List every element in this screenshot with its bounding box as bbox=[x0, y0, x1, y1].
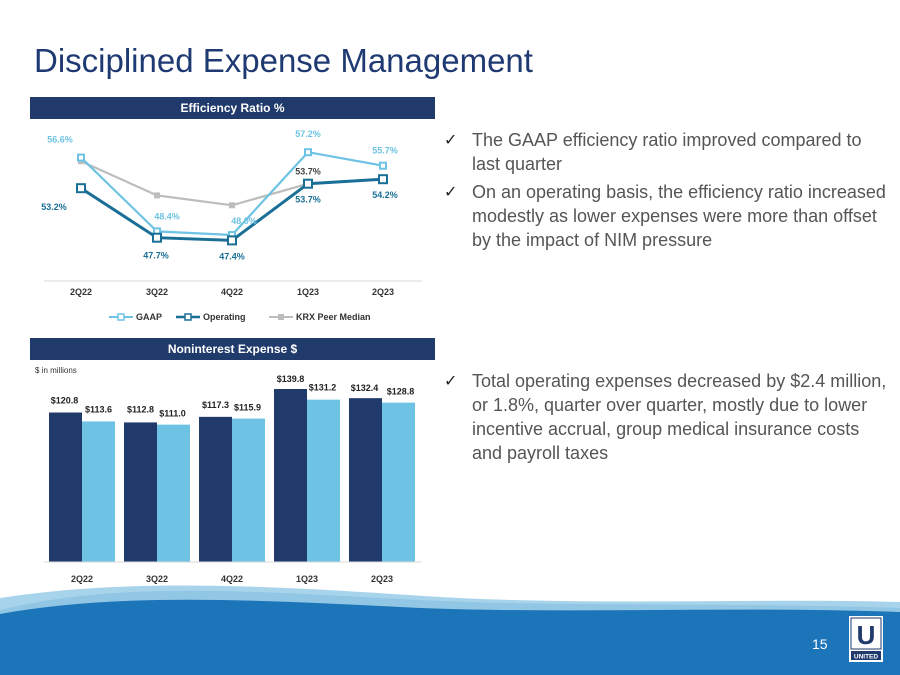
operating-bar bbox=[382, 402, 415, 562]
operating-point bbox=[227, 235, 237, 246]
x-tick-label: 3Q22 bbox=[146, 574, 168, 584]
gaap-bar bbox=[274, 389, 307, 562]
x-tick-label: 4Q22 bbox=[221, 287, 243, 297]
gaap-point bbox=[77, 153, 85, 162]
peer-median-point bbox=[229, 202, 235, 209]
x-tick-label: 1Q23 bbox=[296, 574, 318, 584]
united-logo: U UNITED bbox=[849, 616, 883, 662]
efficiency-ratio-chart: 56.6% 48.4% 48.0% 57.2% 55.7% 53.2% 47.7% 47.4%… bbox=[41, 129, 422, 322]
x-tick-label: 2Q22 bbox=[71, 574, 93, 584]
bullet-item: ✓ On an operating basis, the efficiency r… bbox=[444, 180, 894, 252]
operating-point bbox=[76, 183, 86, 194]
bullet-item: ✓ Total operating expenses decreased by $… bbox=[444, 369, 894, 465]
expense-chart-title: Noninterest Expense $ bbox=[30, 338, 435, 360]
gaap-point bbox=[379, 161, 387, 170]
operating-bar bbox=[157, 424, 190, 562]
gaap-data-label: $120.8 bbox=[51, 396, 79, 406]
slide-title: Disciplined Expense Management bbox=[34, 42, 533, 79]
peer-median-point bbox=[154, 192, 160, 199]
operating-data-label: $131.2 bbox=[309, 383, 337, 393]
gaap-data-label: 55.7% bbox=[372, 146, 398, 156]
operating-legend-label: Operating bbox=[203, 312, 246, 322]
gaap-data-label: $132.4 bbox=[351, 383, 379, 393]
noninterest-expense-chart: $ in millions $120.8 $112.8 $117.3 $139.8 $13… bbox=[35, 366, 422, 603]
gaap-bar bbox=[124, 422, 157, 562]
gaap-data-label: 48.4% bbox=[154, 211, 180, 221]
operating-data-label: 47.7% bbox=[143, 251, 169, 261]
logo-letter: U bbox=[857, 620, 876, 650]
x-tick-label: 2Q22 bbox=[70, 287, 92, 297]
footer-wave bbox=[0, 585, 900, 675]
peer-median-line bbox=[80, 160, 309, 207]
units-note: $ in millions bbox=[35, 366, 77, 375]
x-tick-label: 3Q22 bbox=[146, 287, 168, 297]
operating-data-label: $111.0 bbox=[159, 409, 186, 419]
gaap-bar bbox=[199, 416, 232, 562]
operating-point bbox=[378, 174, 388, 185]
operating-legend-marker bbox=[184, 313, 192, 321]
operating-data-label: 47.4% bbox=[219, 251, 245, 261]
x-tick-label: 4Q22 bbox=[221, 574, 243, 584]
operating-bar bbox=[232, 418, 265, 562]
bullet-text: Total operating expenses decreased by $2… bbox=[472, 371, 887, 463]
operating-data-label: $128.8 bbox=[387, 387, 415, 397]
bullets-top: ✓ The GAAP efficiency ratio improved comp… bbox=[444, 128, 894, 256]
operating-point bbox=[303, 178, 313, 189]
x-tick-label: 2Q23 bbox=[372, 287, 394, 297]
gaap-data-label: 57.2% bbox=[295, 129, 321, 139]
operating-data-label: 53.7% bbox=[295, 195, 321, 205]
efficiency-chart-title: Efficiency Ratio % bbox=[30, 97, 435, 119]
operating-bar bbox=[307, 399, 340, 562]
gaap-legend-marker bbox=[117, 313, 125, 321]
peer-median-legend-marker bbox=[278, 314, 284, 320]
logo-text: UNITED bbox=[854, 654, 879, 661]
operating-data-label: 53.2% bbox=[41, 202, 67, 212]
bullet-item: ✓ The GAAP efficiency ratio improved comp… bbox=[444, 128, 894, 176]
gaap-data-label: $139.8 bbox=[277, 374, 305, 384]
peer-median-legend-label: KRX Peer Median bbox=[296, 312, 371, 322]
x-tick-label: 2Q23 bbox=[371, 574, 393, 584]
gaap-data-label: 48.0% bbox=[231, 216, 257, 226]
gaap-data-label: $117.3 bbox=[202, 400, 229, 410]
operating-data-label: $115.9 bbox=[234, 403, 261, 413]
bullets-bottom: ✓ Total operating expenses decreased by $… bbox=[444, 369, 894, 469]
check-icon: ✓ bbox=[444, 182, 458, 201]
bullet-text: On an operating basis, the efficiency ra… bbox=[472, 182, 886, 250]
operating-data-label: 54.2% bbox=[372, 190, 398, 200]
gaap-bar bbox=[349, 398, 382, 562]
gaap-data-label: $112.8 bbox=[127, 404, 154, 414]
check-icon: ✓ bbox=[444, 371, 458, 390]
gaap-bar bbox=[49, 412, 82, 562]
gaap-point bbox=[304, 148, 312, 157]
bullet-text: The GAAP efficiency ratio improved compa… bbox=[472, 130, 862, 174]
check-icon: ✓ bbox=[444, 130, 458, 149]
gaap-legend-label: GAAP bbox=[136, 312, 162, 322]
peer-median-data-label: 53.7% bbox=[295, 167, 321, 177]
operating-data-label: $113.6 bbox=[85, 404, 112, 414]
page-number: 15 bbox=[812, 636, 828, 652]
gaap-data-label: 56.6% bbox=[47, 135, 73, 145]
operating-point bbox=[152, 232, 162, 243]
x-tick-label: 1Q23 bbox=[297, 287, 319, 297]
operating-bar bbox=[82, 421, 115, 562]
